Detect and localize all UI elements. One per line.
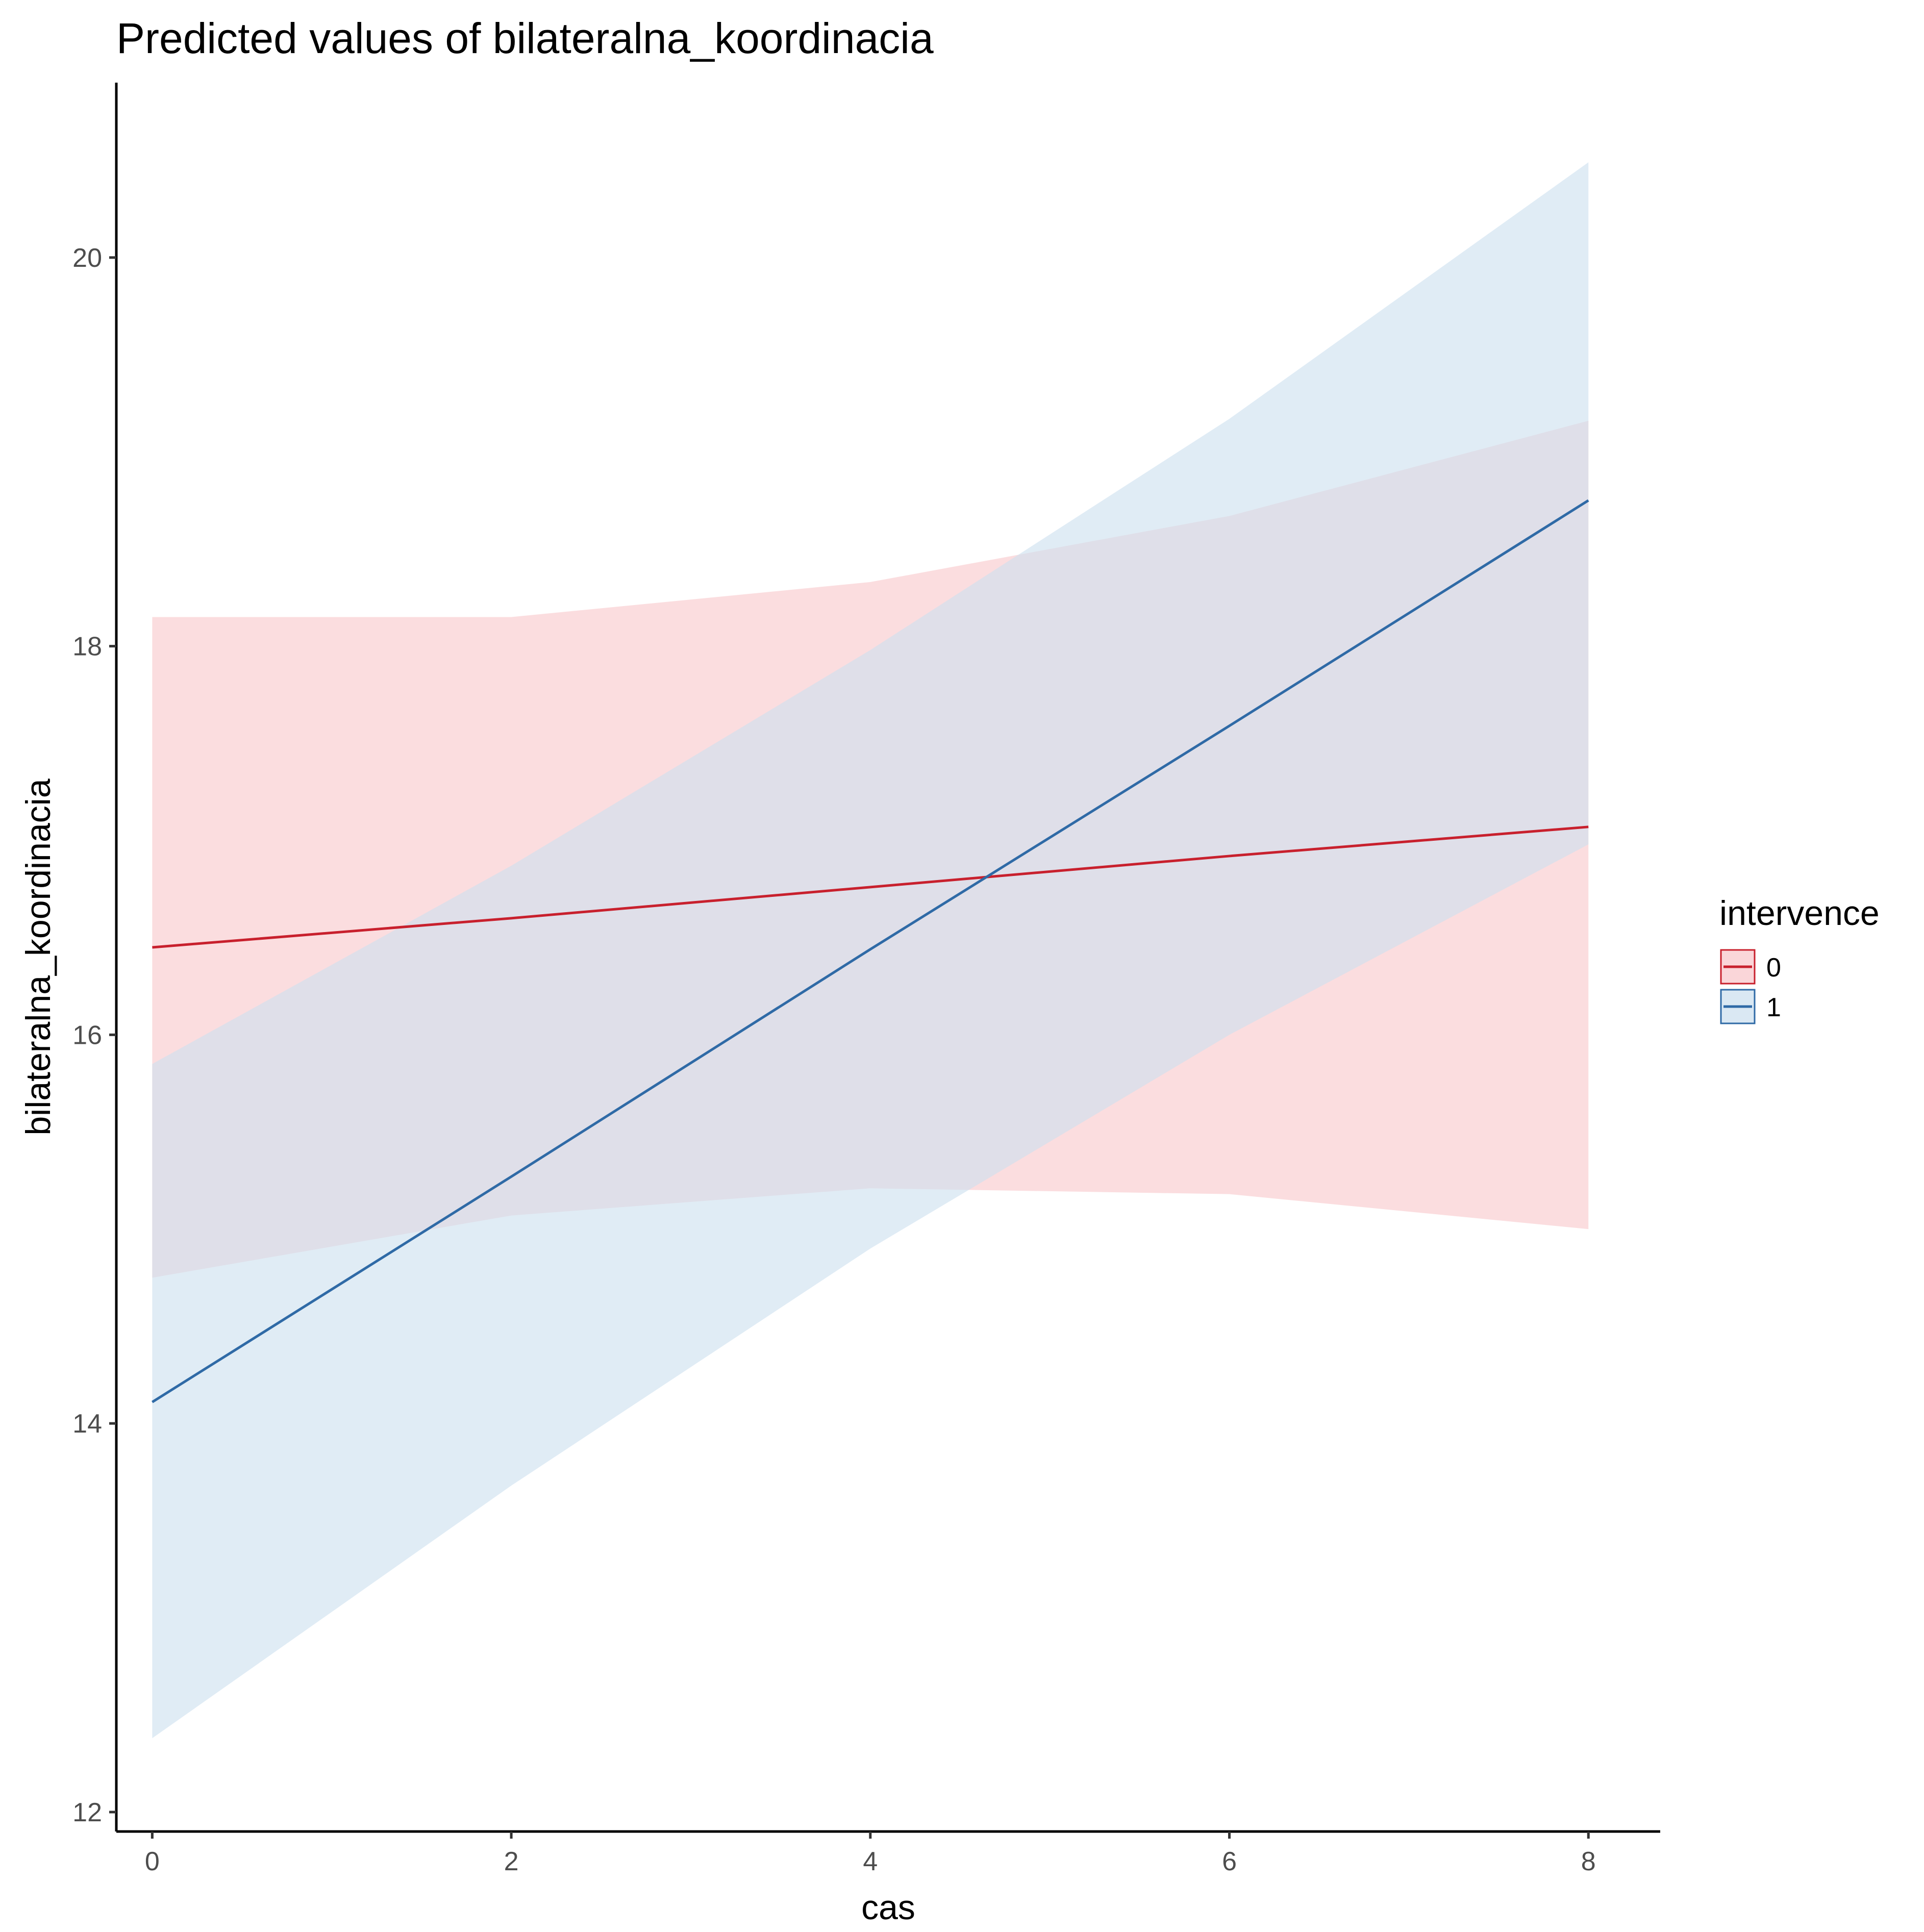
series-line-0 [152,825,1589,949]
legend: intervence 0 1 [1719,894,1880,1024]
x-tick-label: 4 [863,1847,878,1876]
legend-title: intervence [1719,894,1880,933]
x-tick-label: 6 [1222,1847,1237,1876]
y-tick-label: 12 [72,1798,102,1827]
x-tick-label: 0 [145,1847,160,1876]
chart-title: Predicted values of bilateralna_koordina… [116,14,934,62]
x-tick-label: 8 [1581,1847,1596,1876]
series-lines [152,499,1589,1403]
y-tick-label: 16 [72,1020,102,1050]
legend-label-0: 0 [1766,953,1781,983]
x-axis-title: cas [861,1888,915,1927]
y-tick-label: 14 [72,1409,102,1439]
y-tick-label: 20 [72,243,102,273]
legend-label-1: 1 [1766,993,1781,1022]
y-axis-ticks: 12 14 16 18 20 [72,243,116,1827]
y-tick-label: 18 [72,632,102,662]
x-tick-label: 2 [504,1847,519,1876]
y-axis-title: bilateralna_koordinacia [19,779,58,1136]
series-line-1 [152,499,1589,1403]
x-axis-ticks: 0 2 4 6 8 [145,1831,1596,1876]
